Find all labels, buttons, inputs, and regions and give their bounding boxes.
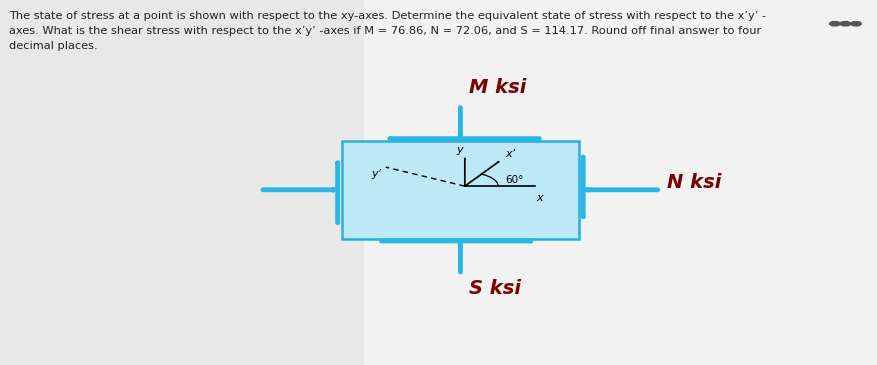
Bar [0,0,364,365]
Text: S ksi: S ksi [469,279,521,298]
Text: The state of stress at a point is shown with respect to the xy-axes. Determine t: The state of stress at a point is shown … [9,11,766,51]
Text: N ksi: N ksi [667,173,721,192]
Text: x: x [536,193,543,203]
Text: 60°: 60° [505,174,524,185]
Text: x’: x’ [505,149,516,159]
Circle shape [840,22,851,26]
Circle shape [830,22,840,26]
Circle shape [851,22,861,26]
Text: M ksi: M ksi [469,78,526,97]
Text: y’: y’ [371,169,381,179]
Bar [364,0,877,365]
Text: y: y [456,145,463,155]
Bar [342,141,579,239]
